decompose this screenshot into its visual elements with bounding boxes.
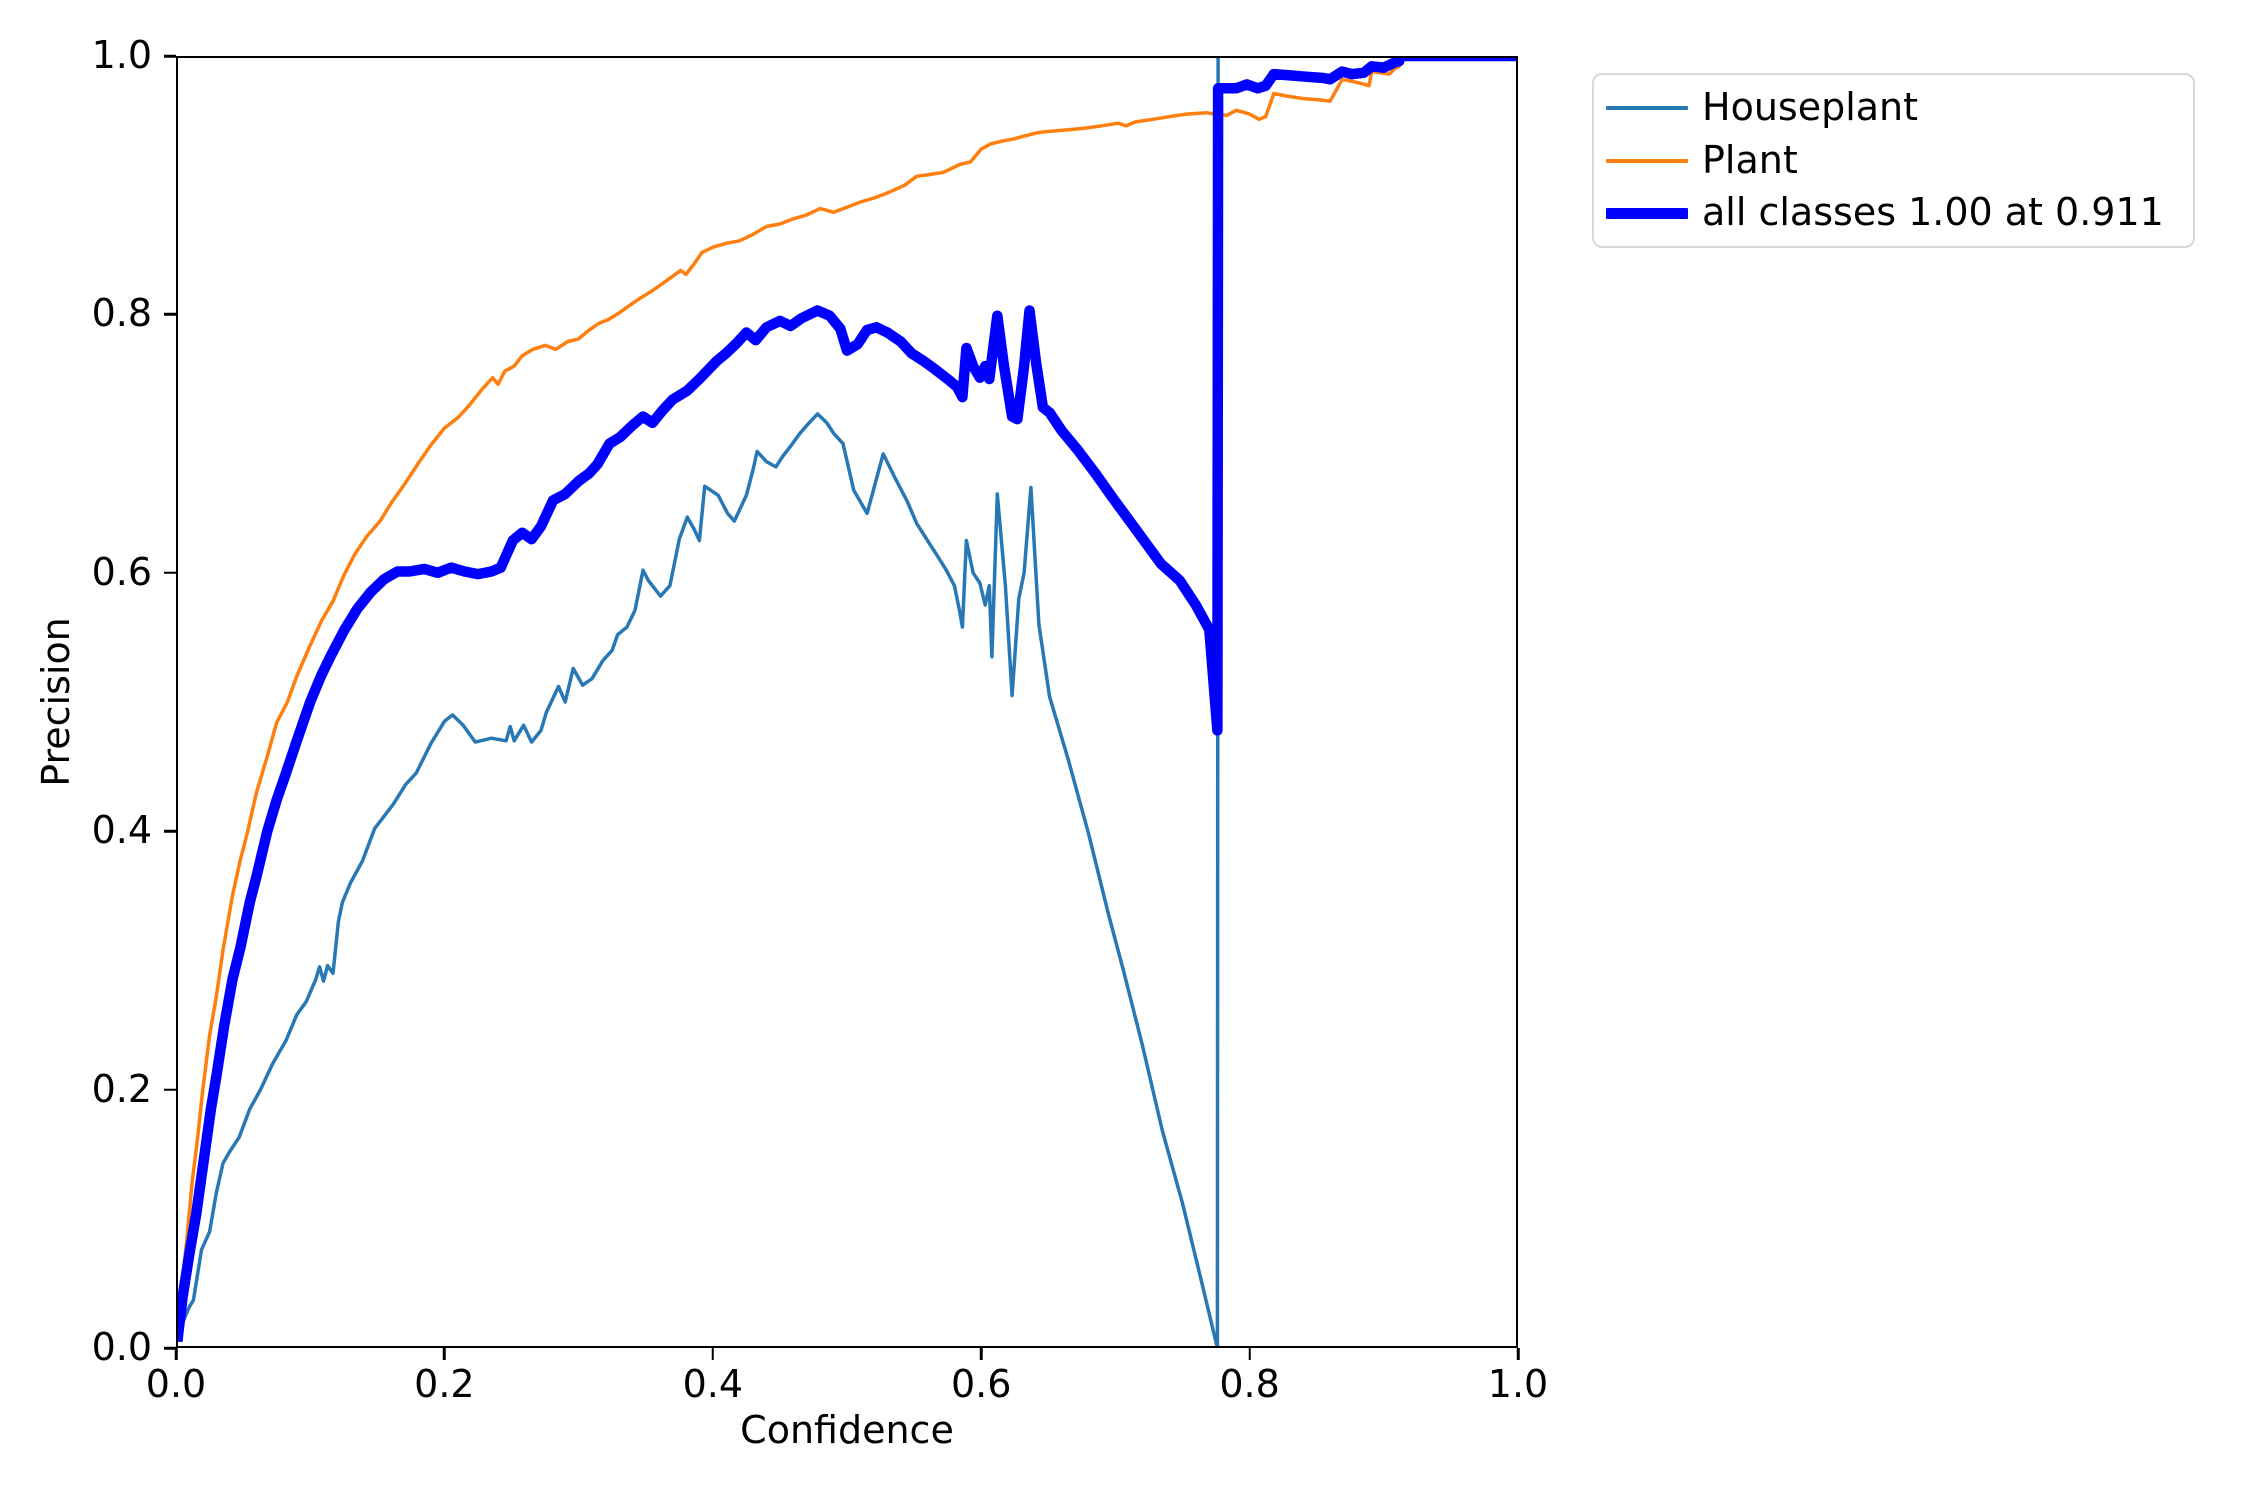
houseplant-line-sample: [1606, 105, 1688, 110]
legend-item-houseplant: Houseplant: [1594, 84, 2193, 130]
legend-label: Plant: [1702, 137, 1798, 182]
y-axis-title: Precision: [34, 617, 78, 787]
x-tick-label: 0.0: [145, 1362, 207, 1406]
x-axis-title: Confidence: [740, 1408, 954, 1452]
y-tick-label: 0.8: [91, 291, 152, 336]
x-tick-mark: [1248, 1348, 1251, 1360]
plot-area: 0.0 0.2 0.4 0.6 0.8 1.0 0.0 0.2 0.4 0.6 …: [34, 34, 1548, 1452]
legend: Houseplant Plant all classes 1.00 at 0.9…: [1592, 73, 2195, 248]
all-classes-line-sample: [1606, 207, 1688, 219]
y-tick-label: 0.6: [91, 549, 152, 594]
plot-svg: [176, 56, 1518, 1348]
y-tick-label: 0.2: [91, 1066, 152, 1111]
y-tick-label: 0.4: [91, 808, 152, 853]
x-tick-label: 0.4: [682, 1362, 744, 1406]
legend-item-all-classes: all classes 1.00 at 0.911: [1594, 191, 2193, 235]
plant-line-sample: [1606, 158, 1688, 163]
y-tick-mark: [164, 54, 176, 58]
legend-label: all classes 1.00 at 0.911: [1702, 190, 2164, 235]
x-tick-mark: [979, 1348, 983, 1360]
x-tick-mark: [711, 1348, 715, 1360]
y-tick-label: 1.0: [91, 33, 152, 78]
y-tick-mark: [164, 1088, 176, 1091]
x-tick-label: 0.2: [414, 1362, 475, 1406]
x-tick-mark: [1516, 1348, 1520, 1360]
x-tick-label: 1.0: [1487, 1362, 1549, 1406]
x-tick-label: 0.6: [950, 1362, 1012, 1406]
legend-item-plant: Plant: [1594, 137, 2193, 183]
x-tick-mark: [443, 1348, 446, 1360]
series-line-plant: [176, 56, 1518, 1336]
x-tick-mark: [174, 1348, 178, 1360]
y-tick-mark: [164, 313, 176, 316]
y-tick-mark: [164, 571, 176, 575]
y-tick-label: 0.0: [91, 1325, 152, 1370]
x-tick-label: 0.8: [1219, 1362, 1280, 1406]
series-line-all-classes: [176, 56, 1518, 1343]
y-tick-mark: [164, 1346, 176, 1350]
series-line-houseplant: [176, 56, 1518, 1348]
legend-label: Houseplant: [1702, 84, 1919, 129]
y-tick-mark: [164, 829, 176, 833]
